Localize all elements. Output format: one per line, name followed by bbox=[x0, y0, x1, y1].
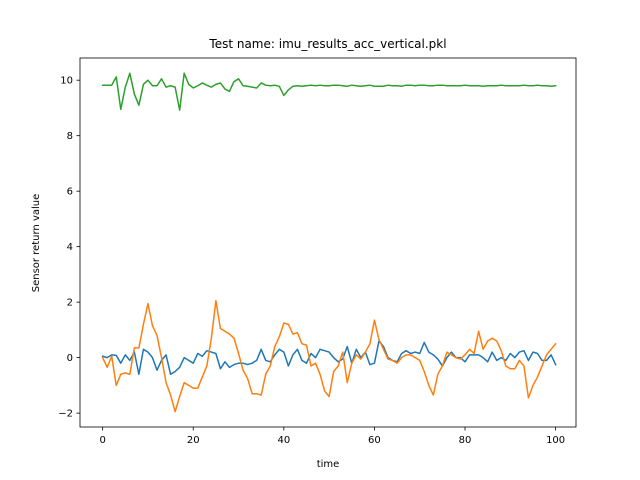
series-line-1 bbox=[101, 340, 557, 376]
series-line-2 bbox=[101, 300, 557, 413]
y-tick-label-2: 2 bbox=[67, 298, 73, 309]
axes-frame bbox=[79, 57, 577, 428]
y-tick-label-6: 6 bbox=[67, 187, 73, 198]
x-tick-label-100: 100 bbox=[546, 435, 565, 446]
chart-title: Test name: imu_results_acc_vertical.pkl bbox=[208, 37, 446, 51]
y-tick-label-0: 0 bbox=[67, 353, 73, 364]
x-tick-label-80: 80 bbox=[459, 435, 472, 446]
y-tick-label--2: −2 bbox=[58, 409, 73, 420]
y-axis-label: Sensor return value bbox=[31, 194, 42, 293]
y-tick-label-4: 4 bbox=[67, 242, 73, 253]
x-tick-label-20: 20 bbox=[187, 435, 200, 446]
series-layer bbox=[101, 72, 557, 413]
x-tick-label-40: 40 bbox=[277, 435, 290, 446]
series-line-3 bbox=[101, 72, 557, 111]
x-tick-label-0: 0 bbox=[99, 435, 105, 446]
x-tick-label-60: 60 bbox=[368, 435, 381, 446]
x-axis-label: time bbox=[317, 459, 340, 470]
y-tick-label-10: 10 bbox=[60, 76, 73, 87]
y-tick-label-8: 8 bbox=[67, 131, 73, 142]
axes-layer: 0 20 40 60 80 100 −2 0 2 4 6 8 10 bbox=[58, 57, 577, 446]
